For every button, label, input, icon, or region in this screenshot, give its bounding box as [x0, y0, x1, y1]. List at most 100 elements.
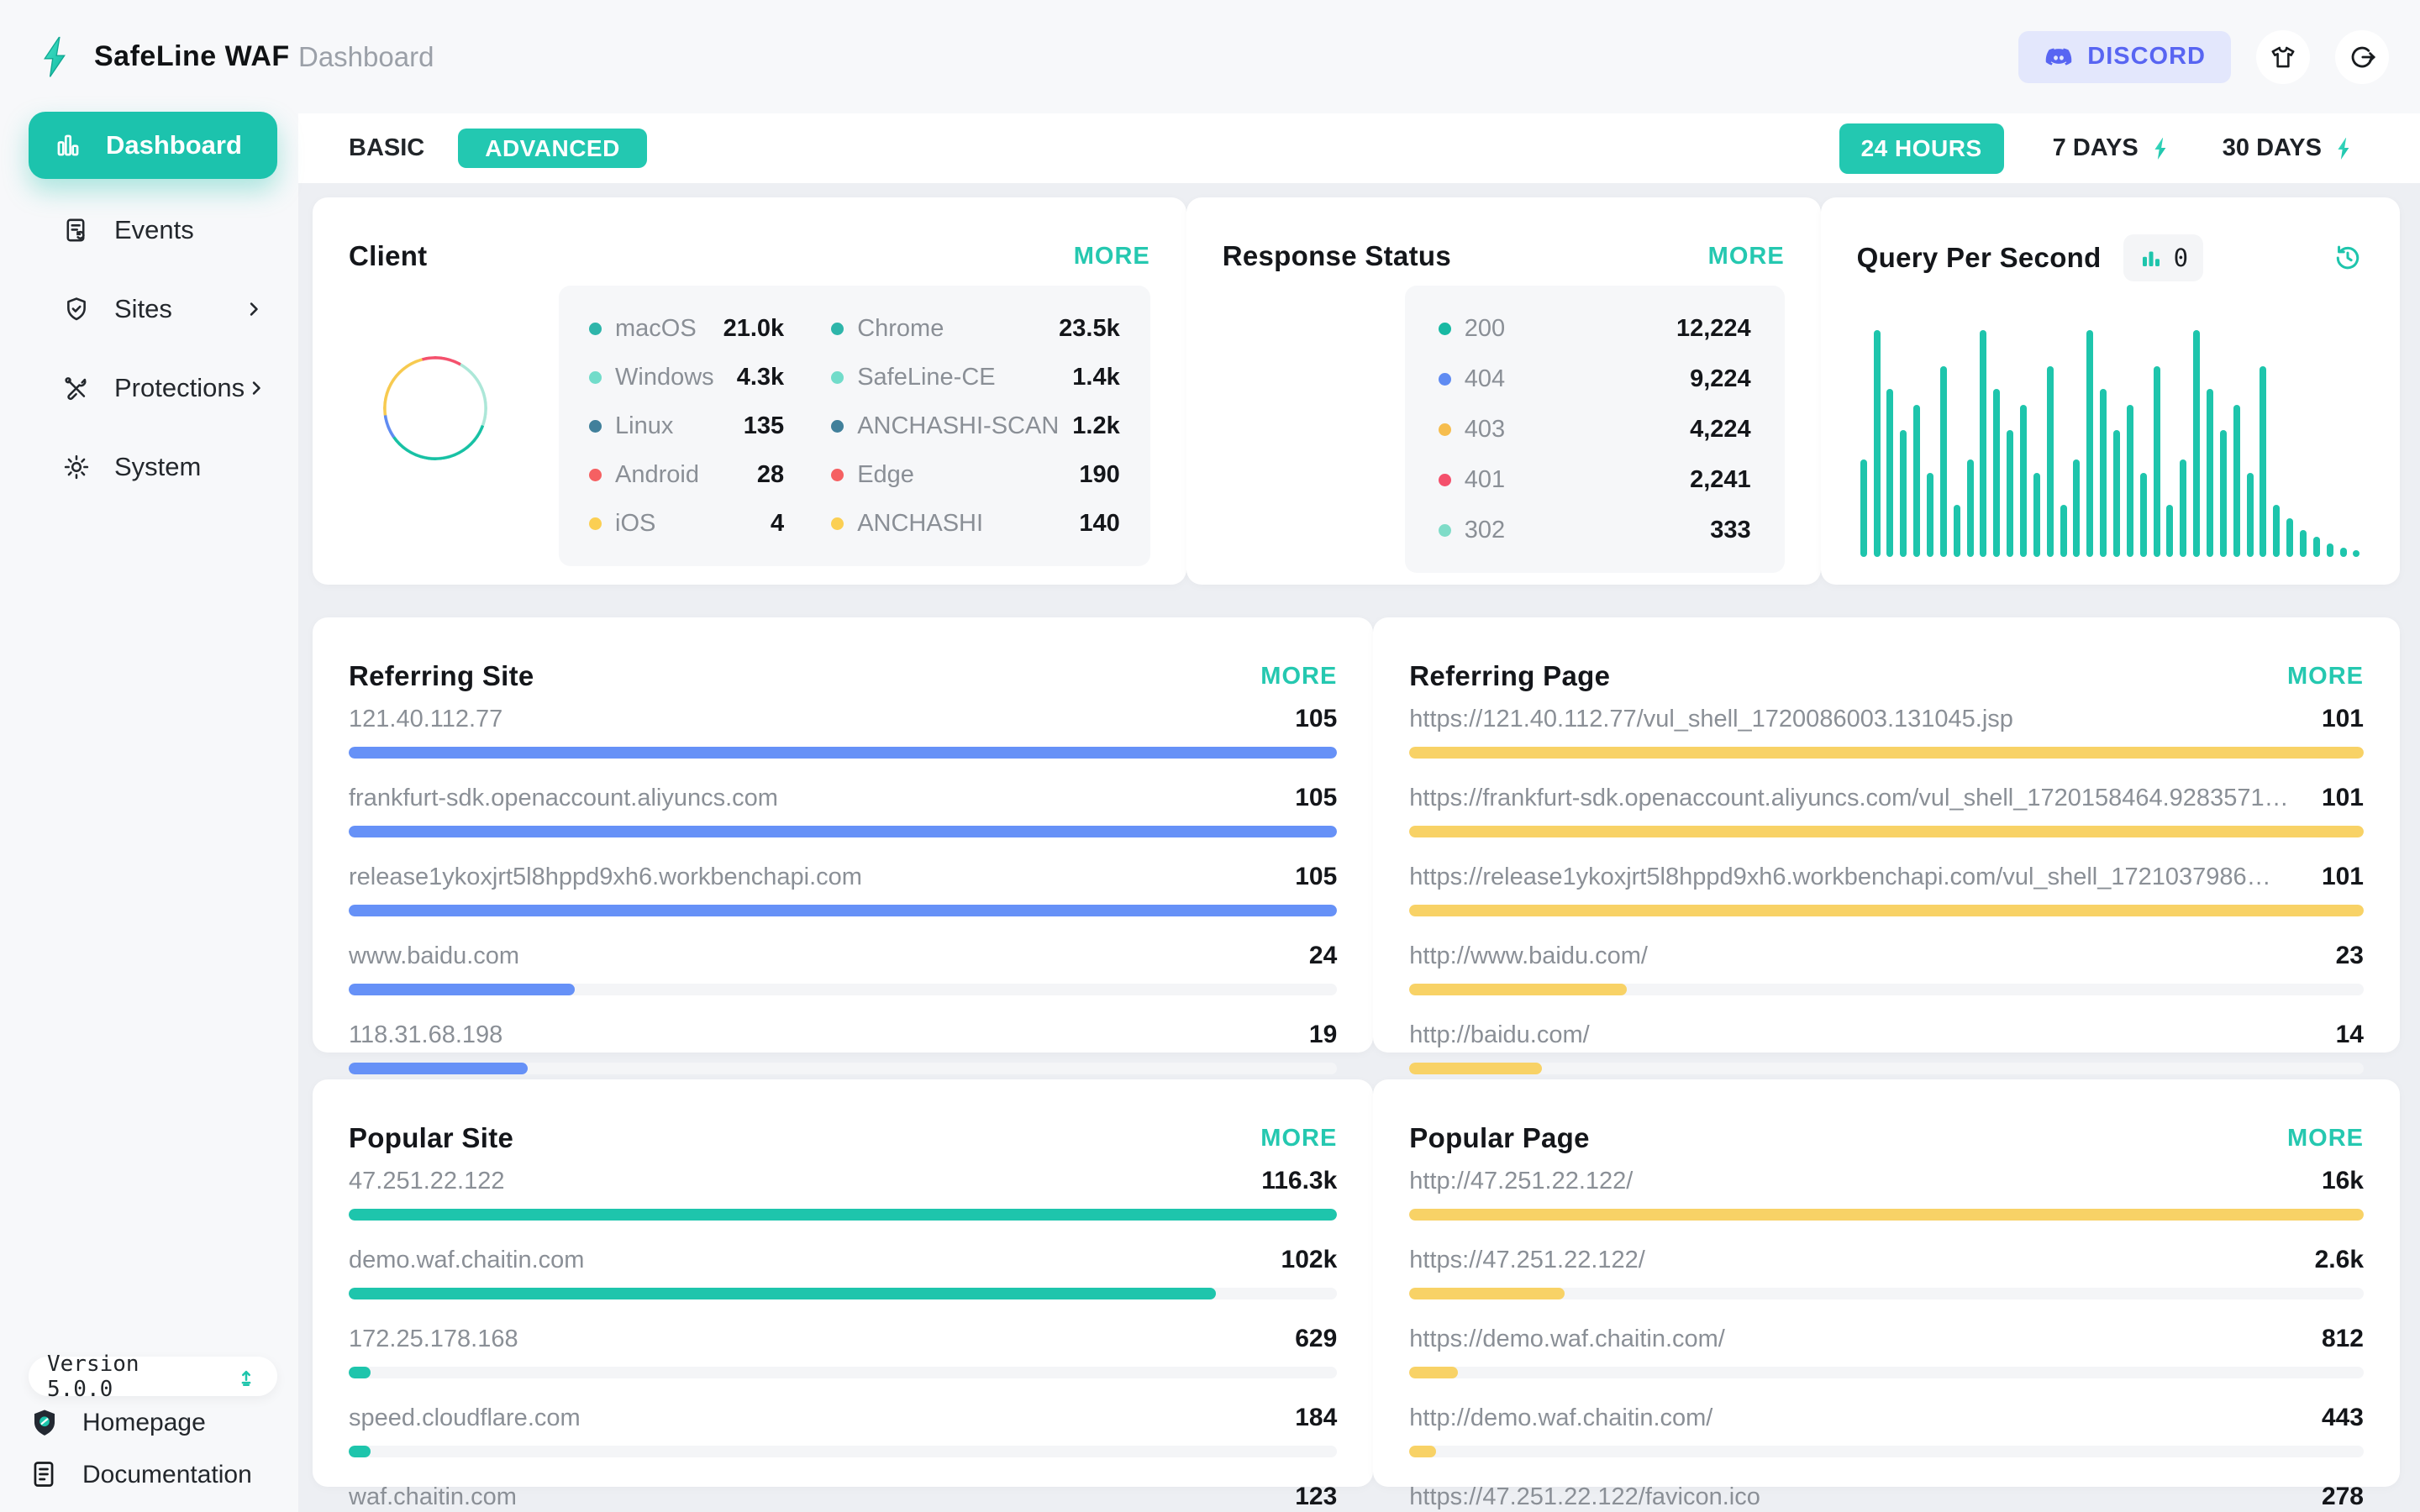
item-value: 629 — [1295, 1325, 1338, 1352]
sidebar-item-label: Sites — [114, 294, 172, 323]
legend-item: Linux 135 — [589, 412, 784, 440]
range-7-days[interactable]: 7 DAYS — [2053, 134, 2174, 162]
card-title: Popular Page — [1409, 1122, 1590, 1153]
shield-check-icon — [62, 295, 91, 323]
progress-fill — [349, 1367, 371, 1378]
range-label: 30 DAYS — [2222, 134, 2322, 161]
sidebar-item-documentation[interactable]: Documentation — [29, 1450, 277, 1500]
qps-history-button[interactable] — [2332, 242, 2364, 274]
progress-fill — [349, 984, 575, 995]
breadcrumb: Dashboard — [298, 40, 434, 72]
qps-bar-chart — [1857, 330, 2364, 557]
client-donut-chart — [349, 322, 522, 495]
sidebar-item-dashboard[interactable]: Dashboard — [29, 112, 277, 179]
referring-site-card: Referring Site MORE 121.40.112.77 105 fra… — [313, 617, 1374, 1074]
progress-fill — [349, 1288, 1216, 1299]
legend-item: 403 4,224 — [1438, 415, 1751, 444]
sidebar-footer: Version 5.0.0 Homepage Documentation — [29, 1352, 277, 1500]
logout-button[interactable] — [2335, 29, 2389, 84]
sidebar-item-events[interactable]: Events — [29, 191, 277, 270]
sidebar-item-label: Documentation — [82, 1461, 252, 1488]
legend-item: iOS 4 — [589, 509, 784, 538]
qps-bar — [2019, 405, 2027, 557]
item-label: 121.40.112.77 — [349, 706, 503, 732]
item-value: 2.6k — [2314, 1246, 2364, 1273]
list-item: https://47.251.22.122/2.6k — [1409, 1246, 2364, 1299]
pro-lightning-icon — [2149, 136, 2174, 161]
popular-page-more-link[interactable]: MORE — [2287, 1124, 2364, 1152]
chevron-right-icon — [245, 376, 268, 400]
client-more-link[interactable]: MORE — [1073, 242, 1150, 270]
legend-label: Windows — [615, 363, 714, 391]
list-item: frankfurt-sdk.openaccount.aliyuncs.com 10… — [349, 784, 1338, 837]
progress-track — [349, 984, 1338, 995]
item-value: 184 — [1295, 1404, 1338, 1431]
legend-item: ANCHASHI-SCAN 1.2k — [831, 412, 1120, 440]
response-status-more-link[interactable]: MORE — [1707, 242, 1785, 270]
qps-current-badge: 0 — [2123, 234, 2204, 281]
qps-bar — [2180, 459, 2187, 557]
item-value: 14 — [2335, 1021, 2364, 1048]
qps-bar — [2086, 330, 2094, 557]
progress-track — [1409, 905, 2364, 916]
list-item: speed.cloudflare.com 184 — [349, 1404, 1338, 1457]
qps-bar — [2100, 389, 2107, 557]
progress-track — [1409, 1209, 2364, 1221]
legend-label: 404 — [1464, 365, 1506, 392]
list-item: 118.31.68.198 19 — [349, 1021, 1338, 1074]
qps-bar — [1873, 330, 1881, 557]
legend-dot — [1438, 473, 1451, 486]
legend-dot — [589, 419, 602, 433]
item-value: 101 — [2321, 863, 2364, 890]
sidebar-item-protections[interactable]: Protections — [29, 349, 277, 428]
popular-site-card: Popular Site MORE 47.251.22.122 116.3k de… — [313, 1079, 1374, 1510]
range-30-days[interactable]: 30 DAYS — [2223, 134, 2357, 162]
progress-fill — [349, 747, 1338, 759]
list-item: 47.251.22.122 116.3k — [349, 1167, 1338, 1221]
legend-value: 4.3k — [736, 363, 785, 391]
legend-dot — [589, 370, 602, 384]
legend-value: 140 — [1079, 509, 1120, 537]
item-label: http://demo.waf.chaitin.com/ — [1409, 1404, 1713, 1431]
referring-page-more-link[interactable]: MORE — [2287, 662, 2364, 690]
progress-fill — [1409, 1209, 2364, 1221]
qps-bar — [1939, 366, 1947, 557]
popular-site-more-link[interactable]: MORE — [1260, 1124, 1338, 1152]
version-label: Version 5.0.0 — [47, 1351, 139, 1402]
item-value: 812 — [2321, 1325, 2364, 1352]
progress-track — [1409, 1063, 2364, 1074]
discord-button-label: DISCORD — [2087, 43, 2206, 70]
progress-fill — [1409, 905, 2364, 916]
view-toolbar: BASIC ADVANCED 24 HOURS 7 DAYS 30 DAYS — [298, 113, 2420, 183]
card-title: Response Status — [1222, 240, 1451, 271]
progress-track — [349, 1063, 1338, 1074]
progress-track — [1409, 1446, 2364, 1457]
qps-bar — [2273, 504, 2281, 557]
item-label: 172.25.178.168 — [349, 1326, 518, 1352]
tab-basic[interactable]: BASIC — [349, 134, 425, 161]
tab-advanced[interactable]: ADVANCED — [458, 129, 647, 168]
legend-item: 302 333 — [1438, 516, 1751, 544]
card-title: Referring Page — [1409, 660, 1611, 691]
progress-track — [349, 747, 1338, 759]
qps-bar — [1980, 330, 1987, 557]
progress-track — [349, 1288, 1338, 1299]
item-value: 102k — [1281, 1246, 1338, 1273]
legend-label: macOS — [615, 314, 697, 342]
legend-item: ANCHASHI 140 — [831, 509, 1120, 538]
legend-value: 1.4k — [1072, 363, 1120, 391]
gear-icon — [62, 453, 91, 481]
range-24-hours[interactable]: 24 HOURS — [1839, 123, 2004, 174]
discord-button[interactable]: DISCORD — [2018, 30, 2231, 83]
main-area: BASIC ADVANCED 24 HOURS 7 DAYS 30 DAYS — [298, 113, 2420, 1512]
progress-fill — [1409, 984, 1627, 995]
sidebar-item-system[interactable]: System — [29, 428, 277, 507]
sidebar-item-sites[interactable]: Sites — [29, 270, 277, 349]
qps-bar — [2112, 429, 2120, 557]
tshirt-button[interactable] — [2256, 29, 2310, 84]
version-badge[interactable]: Version 5.0.0 — [29, 1352, 277, 1402]
legend-item: Chrome 23.5k — [831, 314, 1120, 343]
referring-site-more-link[interactable]: MORE — [1260, 662, 1338, 690]
sidebar-item-homepage[interactable]: Homepage — [29, 1398, 277, 1448]
